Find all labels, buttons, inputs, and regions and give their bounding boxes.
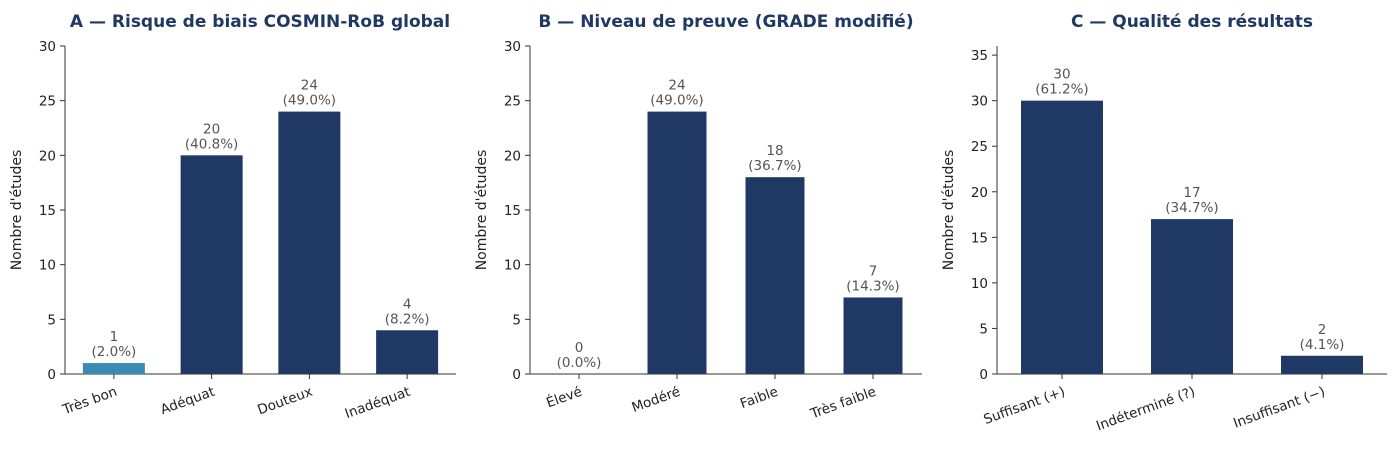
y-tick-label: 25: [971, 139, 988, 155]
data-label-percent: (36.7%): [748, 158, 801, 174]
data-label-count: 24: [668, 78, 685, 94]
data-label-percent: (2.0%): [91, 344, 136, 360]
data-label-count: 4: [403, 296, 412, 312]
y-tick-label: 5: [512, 312, 521, 328]
y-tick-label: 30: [971, 94, 988, 110]
bar: [1151, 219, 1233, 374]
y-tick-label: 15: [39, 203, 56, 219]
y-tick-label: 0: [47, 367, 56, 383]
x-tick-label: Très bon: [60, 384, 120, 419]
x-tick-label: Suffisant (+): [982, 384, 1068, 428]
y-axis-label: Nombre d'études: [9, 150, 25, 271]
data-label-percent: (4.1%): [1300, 337, 1345, 353]
data-label-count: 18: [766, 143, 783, 159]
y-tick-label: 0: [512, 367, 521, 383]
x-tick-label: Indéterminé (?): [1094, 384, 1197, 435]
y-tick-label: 35: [971, 48, 988, 64]
y-tick-label: 25: [504, 94, 521, 110]
chart-title: A — Risque de biais COSMIN-RoB global: [70, 12, 450, 32]
y-tick-label: 10: [504, 258, 521, 274]
bar: [1021, 100, 1103, 375]
bar: [843, 297, 903, 374]
data-label-percent: (40.8%): [185, 136, 238, 152]
y-tick-label: 0: [979, 367, 988, 383]
y-tick-label: 20: [39, 148, 56, 164]
chart-panel-3: C — Qualité des résultats Nombre d'études…: [941, 12, 1387, 434]
y-tick-label: 15: [971, 230, 988, 246]
data-label-percent: (61.2%): [1035, 82, 1088, 98]
data-label-percent: (0.0%): [557, 355, 602, 371]
y-tick-label: 25: [39, 94, 56, 110]
bar: [180, 155, 243, 374]
y-axis-label: Nombre d'études: [474, 150, 490, 271]
data-label-percent: (14.3%): [846, 278, 899, 294]
y-axis-label: Nombre d'études: [941, 150, 957, 271]
data-label-percent: (34.7%): [1165, 200, 1218, 216]
y-tick-label: 15: [504, 203, 521, 219]
x-tick-label: Faible: [738, 384, 780, 412]
chart-panel-2: B — Niveau de preuve (GRADE modifié) Nomb…: [474, 12, 922, 423]
x-tick-label: Adéquat: [158, 384, 217, 418]
data-label-count: 0: [575, 340, 584, 356]
data-label-count: 30: [1053, 67, 1070, 83]
bar: [745, 177, 805, 374]
x-tick-label: Insuffisant (−): [1231, 384, 1327, 432]
x-tick-label: Inadéquat: [343, 384, 413, 422]
data-label-percent: (49.0%): [650, 93, 703, 109]
x-tick-label: Élevé: [544, 383, 584, 412]
data-label-percent: (8.2%): [385, 311, 430, 327]
y-tick-label: 30: [39, 39, 56, 55]
y-tick-label: 5: [47, 312, 56, 328]
bar: [647, 111, 707, 374]
data-label-percent: (49.0%): [283, 93, 336, 109]
y-tick-label: 5: [979, 321, 988, 337]
y-tick-label: 20: [504, 148, 521, 164]
chart-panel-1: A — Risque de biais COSMIN-RoB global Nom…: [9, 12, 456, 422]
data-label-count: 7: [869, 263, 878, 279]
x-tick-label: Douteux: [255, 384, 314, 419]
data-label-count: 24: [301, 78, 318, 94]
bar: [82, 363, 145, 374]
data-label-count: 2: [1318, 322, 1327, 338]
data-label-count: 20: [203, 121, 220, 137]
y-tick-label: 30: [504, 39, 521, 55]
chart-title: C — Qualité des résultats: [1071, 12, 1313, 32]
data-label-count: 17: [1183, 185, 1200, 201]
y-tick-label: 10: [39, 258, 56, 274]
chart-title: B — Niveau de preuve (GRADE modifié): [538, 12, 913, 32]
bar: [1281, 355, 1363, 374]
x-tick-label: Très faible: [808, 384, 879, 423]
y-tick-label: 10: [971, 276, 988, 292]
bar: [278, 111, 341, 374]
y-tick-label: 20: [971, 185, 988, 201]
bar: [376, 330, 439, 374]
x-tick-label: Modéré: [630, 384, 683, 416]
data-label-count: 1: [110, 329, 119, 345]
